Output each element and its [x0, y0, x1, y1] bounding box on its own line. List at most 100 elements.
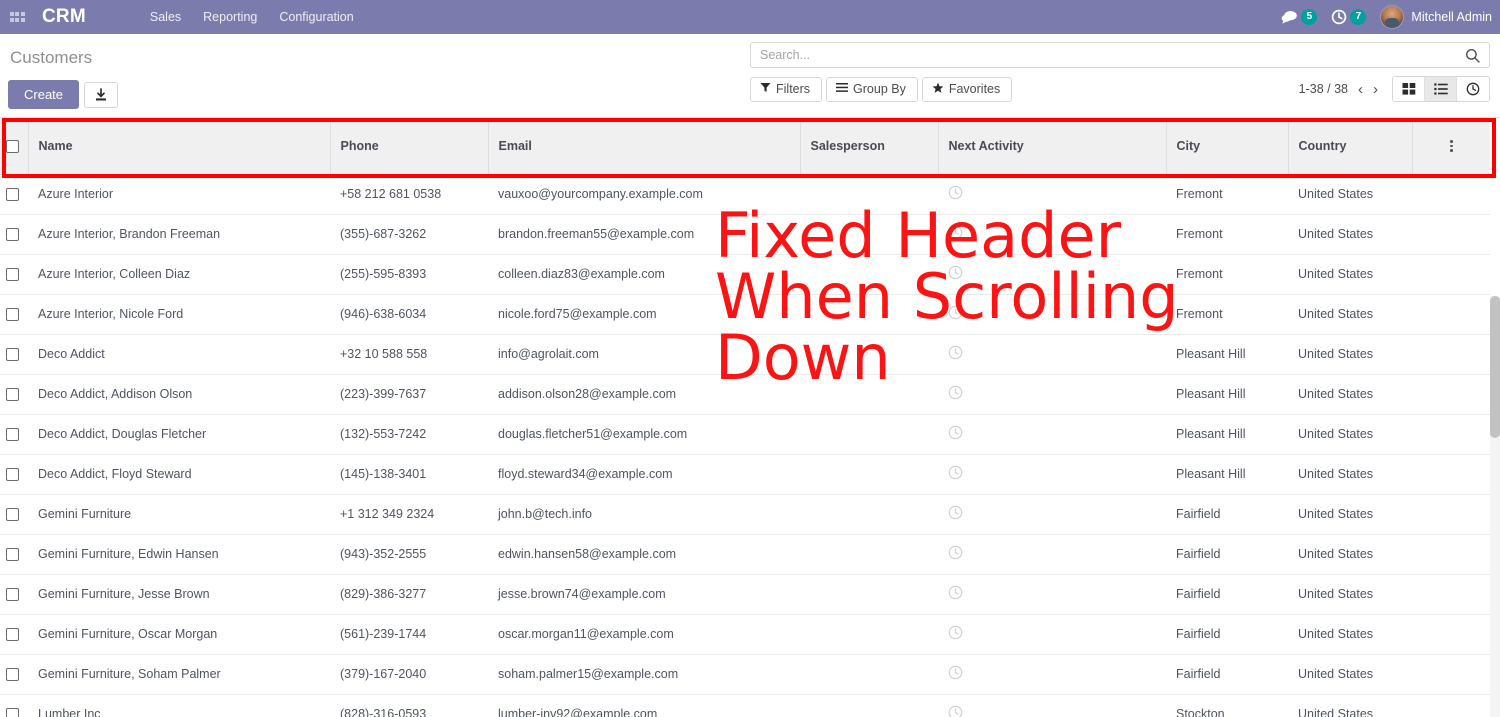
cell-email: lumber-inv92@example.com	[488, 694, 800, 717]
filters-button[interactable]: Filters	[750, 76, 823, 102]
cell-country: United States	[1288, 534, 1412, 575]
table-row[interactable]: Gemini Furniture, Soham Palmer (379)-167-…	[0, 654, 1490, 695]
favorites-button[interactable]: Favorites	[921, 76, 1013, 102]
cell-next-activity[interactable]	[938, 494, 1166, 535]
cell-phone: (145)-138-3401	[330, 454, 488, 495]
messages-menu[interactable]: 5	[1281, 9, 1318, 25]
search-bar[interactable]	[750, 42, 1490, 68]
activity-clock-icon[interactable]	[1457, 77, 1489, 101]
row-checkbox[interactable]	[6, 348, 19, 362]
group-by-button[interactable]: Group By	[826, 76, 918, 102]
cell-name: Azure Interior, Colleen Diaz	[28, 254, 330, 295]
row-checkbox[interactable]	[6, 548, 19, 562]
user-menu[interactable]: Mitchell Admin	[1380, 5, 1492, 29]
row-checkbox[interactable]	[6, 508, 19, 522]
column-header-next-activity[interactable]: Next Activity	[938, 118, 1167, 175]
vertical-scrollbar-thumb[interactable]	[1490, 296, 1500, 438]
cell-name: Deco Addict, Floyd Steward	[28, 454, 330, 495]
table-row[interactable]: Azure Interior, Colleen Diaz (255)-595-83…	[0, 254, 1490, 295]
filter-button-group: Filters Group By Favorites	[750, 76, 1016, 102]
row-checkbox[interactable]	[6, 668, 19, 682]
clock-icon	[948, 345, 963, 363]
cell-next-activity[interactable]	[938, 454, 1166, 495]
table-row[interactable]: Gemini Furniture, Jesse Brown (829)-386-3…	[0, 574, 1490, 615]
row-checkbox[interactable]	[6, 708, 19, 717]
search-icon[interactable]	[1465, 48, 1489, 63]
row-checkbox[interactable]	[6, 308, 19, 322]
vertical-dots-icon[interactable]	[1423, 140, 1481, 152]
table-row[interactable]: Lumber Inc (828)-316-0593 lumber-inv92@exa…	[0, 694, 1490, 717]
cell-country: United States	[1288, 694, 1412, 717]
table-row[interactable]: Gemini Furniture +1 312 349 2324 john.b@te…	[0, 494, 1490, 535]
activities-menu[interactable]: 7	[1331, 9, 1367, 25]
table-row[interactable]: Azure Interior, Brandon Freeman (355)-687…	[0, 214, 1490, 255]
cell-options	[1412, 334, 1490, 375]
cell-next-activity[interactable]	[938, 414, 1166, 455]
column-header-salesperson[interactable]: Salesperson	[800, 118, 939, 175]
row-checkbox[interactable]	[6, 628, 19, 642]
row-checkbox[interactable]	[6, 588, 19, 602]
cell-next-activity[interactable]	[938, 294, 1166, 335]
table-row[interactable]: Azure Interior +58 212 681 0538 vauxoo@you…	[0, 174, 1490, 215]
cell-next-activity[interactable]	[938, 254, 1166, 295]
table-row[interactable]: Gemini Furniture, Oscar Morgan (561)-239-…	[0, 614, 1490, 655]
row-checkbox[interactable]	[6, 388, 19, 402]
search-input[interactable]	[751, 48, 1465, 62]
column-header-email[interactable]: Email	[488, 118, 801, 175]
cell-city: Pleasant Hill	[1166, 374, 1288, 415]
vertical-scrollbar-track[interactable]	[1490, 296, 1500, 717]
cell-salesperson	[800, 694, 938, 717]
row-checkbox[interactable]	[6, 468, 19, 482]
view-switcher	[1392, 76, 1490, 102]
cell-next-activity[interactable]	[938, 174, 1166, 215]
table-row[interactable]: Deco Addict +32 10 588 558 info@agrolait.c…	[0, 334, 1490, 375]
row-checkbox[interactable]	[6, 428, 19, 442]
table-row[interactable]: Deco Addict, Addison Olson (223)-399-7637…	[0, 374, 1490, 415]
row-checkbox[interactable]	[6, 188, 19, 202]
cell-city: Fremont	[1166, 214, 1288, 255]
column-header-country[interactable]: Country	[1288, 118, 1413, 175]
column-header-name[interactable]: Name	[28, 118, 331, 175]
column-header-phone[interactable]: Phone	[330, 118, 489, 175]
table-row[interactable]: Deco Addict, Douglas Fletcher (132)-553-7…	[0, 414, 1490, 455]
cell-salesperson	[800, 654, 938, 695]
app-brand-crm[interactable]: CRM	[42, 6, 86, 27]
list-view-icon[interactable]	[1425, 77, 1457, 101]
cell-next-activity[interactable]	[938, 654, 1166, 695]
row-checkbox-cell	[0, 694, 28, 717]
menu-item-reporting[interactable]: Reporting	[203, 10, 258, 24]
cell-next-activity[interactable]	[938, 214, 1166, 255]
cell-country: United States	[1288, 654, 1412, 695]
menu-item-sales[interactable]: Sales	[149, 10, 182, 24]
clock-icon	[948, 625, 963, 643]
cell-next-activity[interactable]	[938, 334, 1166, 375]
cell-options	[1412, 374, 1490, 415]
table-row[interactable]: Azure Interior, Nicole Ford (946)-638-603…	[0, 294, 1490, 335]
column-header-city[interactable]: City	[1166, 118, 1289, 175]
cell-next-activity[interactable]	[938, 374, 1166, 415]
menu-item-configuration[interactable]: Configuration	[279, 10, 354, 24]
select-all-checkbox[interactable]	[6, 139, 19, 153]
breadcrumb[interactable]: Customers	[10, 48, 93, 67]
kanban-grid-icon[interactable]	[1393, 77, 1425, 101]
cell-name: Gemini Furniture, Jesse Brown	[28, 574, 330, 615]
cell-next-activity[interactable]	[938, 694, 1166, 717]
row-checkbox[interactable]	[6, 268, 19, 282]
cell-next-activity[interactable]	[938, 574, 1166, 615]
cell-country: United States	[1288, 214, 1412, 255]
cell-salesperson	[800, 574, 938, 615]
chevron-right-icon[interactable]: ›	[1373, 80, 1378, 98]
cell-country: United States	[1288, 414, 1412, 455]
table-row[interactable]: Deco Addict, Floyd Steward (145)-138-3401…	[0, 454, 1490, 495]
cell-next-activity[interactable]	[938, 534, 1166, 575]
pager-arrows: ‹ ›	[1358, 82, 1378, 97]
create-button[interactable]: Create	[8, 80, 80, 109]
chevron-left-icon[interactable]: ‹	[1358, 80, 1363, 98]
row-checkbox-cell	[0, 374, 28, 415]
row-checkbox[interactable]	[6, 228, 19, 242]
cell-options	[1412, 414, 1490, 455]
apps-grid-icon[interactable]	[0, 0, 34, 34]
table-row[interactable]: Gemini Furniture, Edwin Hansen (943)-352-…	[0, 534, 1490, 575]
download-icon[interactable]	[84, 81, 119, 108]
cell-next-activity[interactable]	[938, 614, 1166, 655]
